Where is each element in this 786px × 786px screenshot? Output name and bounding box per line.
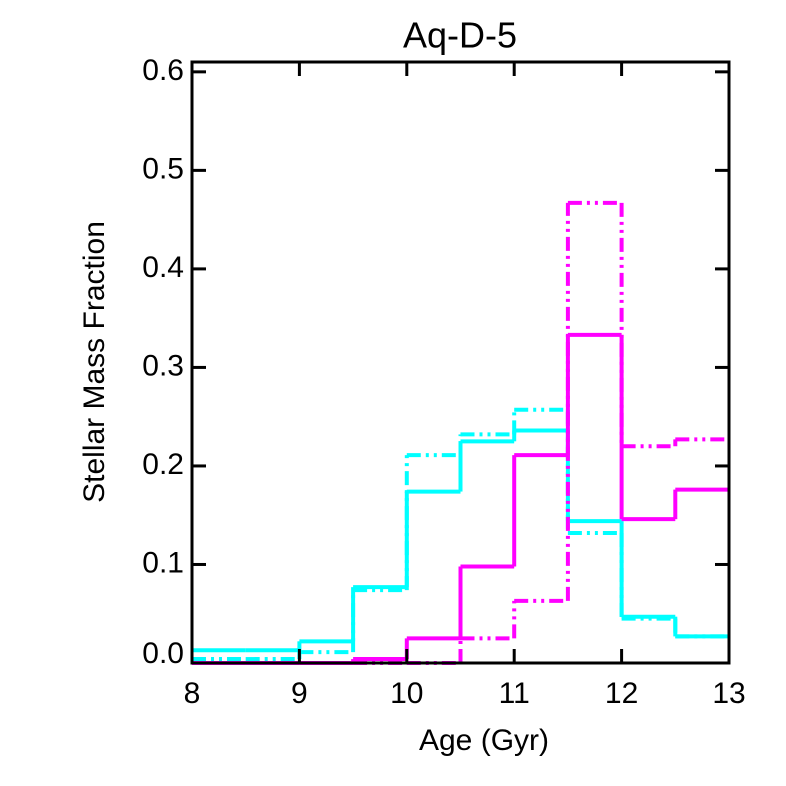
y-axis-label: Stellar Mass Fraction <box>78 221 111 503</box>
y-tick-label: 0.1 <box>142 546 184 579</box>
x-tick-label: 10 <box>390 677 423 710</box>
y-tick-label: 0.3 <box>142 349 184 382</box>
y-tick-label: 0.0 <box>142 637 184 670</box>
y-tick-label: 0.2 <box>142 448 184 481</box>
x-axis-label: Age (Gyr) <box>419 724 549 757</box>
x-tick-label: 12 <box>605 677 638 710</box>
plot-frame <box>190 60 731 665</box>
x-tick-label: 9 <box>291 677 308 710</box>
y-tick-label: 0.6 <box>142 54 184 87</box>
x-tick-label: 13 <box>712 677 745 710</box>
y-tick-label: 0.5 <box>142 152 184 185</box>
x-tick-label: 11 <box>499 677 530 710</box>
y-tick-label: 0.4 <box>142 251 184 284</box>
chart-title: Aq-D-5 <box>403 15 517 56</box>
x-tick-label: 8 <box>184 677 201 710</box>
